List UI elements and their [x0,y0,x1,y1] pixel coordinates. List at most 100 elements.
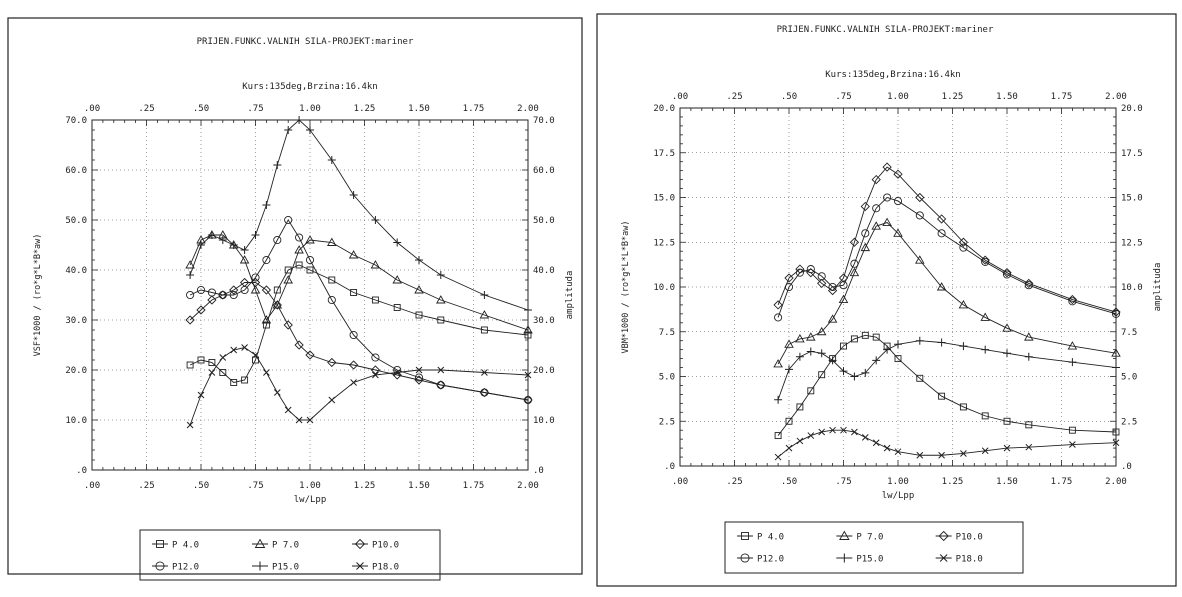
data-point [818,371,826,379]
data-point [1024,278,1034,289]
data-point [937,338,946,347]
y-tick-label: 15.0 [653,194,675,204]
y-tick-label-right: 10.0 [1121,283,1143,293]
data-point [284,126,293,134]
x-tick-label-top: 2.00 [1105,92,1127,102]
x-tick-label-top: 1.75 [463,104,485,114]
data-point [1024,281,1033,290]
data-point [861,434,869,441]
data-point [871,221,881,230]
data-point [251,231,260,239]
data-point [938,392,946,400]
data-point [795,352,804,361]
data-point [273,235,282,245]
data-point [1111,307,1121,317]
series-line [777,196,1117,318]
data-point [219,354,227,361]
data-point [197,391,205,399]
series-p15.0 [774,336,1120,404]
y-tick-label: 12.5 [653,238,675,248]
legend: P 4.0 P 7.0 P10.0 P12.0 P15.0 P18.0 [724,521,1024,574]
data-point [479,310,490,319]
data-point [817,278,827,289]
data-point [774,395,783,404]
data-point [784,273,794,283]
data-point [393,238,402,247]
data-point [262,201,271,209]
y-tick-label-right: 10.0 [533,416,555,426]
legend-label: P 7.0 [272,541,299,551]
data-point [872,333,880,341]
data-point [263,369,270,376]
data-point [959,342,968,351]
data-point [1112,428,1120,436]
series-line [189,234,529,331]
data-point [860,242,871,252]
data-point [208,369,216,376]
x-tick-label-top: 1.50 [408,104,430,114]
data-point [207,295,217,305]
data-point [207,231,216,239]
data-point [415,311,423,319]
data-point [774,453,782,461]
data-point [327,295,336,305]
data-point [481,369,488,376]
data-point [414,285,424,294]
data-point [197,356,205,364]
data-point [415,256,423,264]
data-point [230,379,238,386]
data-point [893,197,903,206]
data-point [436,380,445,390]
data-point [981,345,990,354]
y-tick-label-right: 40.0 [533,266,555,276]
data-point [883,193,892,202]
x-tick-label-top: 1.00 [299,104,321,114]
data-point [773,300,783,310]
data-point [294,340,304,350]
data-point [838,294,849,303]
data-point [305,255,315,265]
data-point [915,211,924,220]
series-line [777,429,1117,458]
data-point [262,255,271,265]
data-point [980,255,990,265]
data-point [958,299,969,309]
data-point [916,451,924,459]
data-point [785,417,793,425]
data-point [328,396,336,404]
x-tick-label: .75 [835,477,851,487]
data-point [916,374,924,382]
data-point [740,553,750,563]
data-point [915,336,924,345]
data-point [806,265,815,274]
data-point [1111,309,1121,318]
x-tick-label: 1.25 [354,481,376,491]
data-point [218,236,227,244]
legend-label: P15.0 [272,563,299,573]
data-point [185,315,195,325]
data-point [937,229,946,238]
data-point [981,447,989,455]
data-point [827,314,838,323]
data-point [348,360,359,370]
x-tick-label: .00 [84,481,100,491]
x-tick-label-top: 1.50 [996,92,1018,102]
data-point [370,365,381,375]
panel-frame [596,13,1177,587]
legend-label: P18.0 [956,555,983,565]
x-tick-label: 1.75 [1051,477,1073,487]
chart-title: PRIJEN.FUNKC.VALNIH SILA-PROJEKT:mariner [777,25,994,35]
data-point [829,426,836,434]
data-point [774,313,783,322]
data-point [1024,332,1034,341]
series-p7.0 [773,217,1121,368]
data-point [894,340,902,349]
chart-panel-2: PRIJEN.FUNKC.VALNIH SILA-PROJEKT:mariner… [596,13,1177,587]
data-point [229,290,238,300]
x-tick-label-top: 2.00 [517,104,539,114]
data-point [795,334,805,343]
y-tick-label: 17.5 [653,149,675,159]
data-point [872,204,881,213]
x-tick-label: .50 [193,481,209,491]
data-point [828,282,837,292]
